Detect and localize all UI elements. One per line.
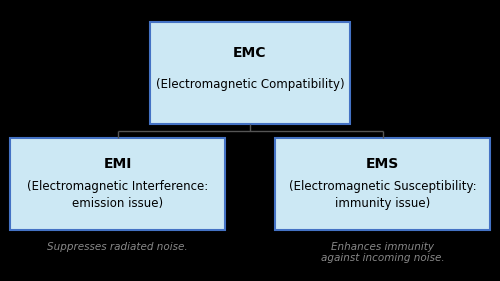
Text: Enhances immunity
against incoming noise.: Enhances immunity against incoming noise…	[320, 242, 444, 263]
Text: EMI: EMI	[104, 157, 132, 171]
Text: EMS: EMS	[366, 157, 399, 171]
Text: (Electromagnetic Compatibility): (Electromagnetic Compatibility)	[156, 78, 344, 91]
FancyBboxPatch shape	[275, 138, 490, 230]
FancyBboxPatch shape	[150, 22, 350, 124]
FancyBboxPatch shape	[10, 138, 225, 230]
Text: (Electromagnetic Interference:
emission issue): (Electromagnetic Interference: emission …	[27, 180, 208, 210]
Text: EMC: EMC	[233, 46, 267, 60]
Text: (Electromagnetic Susceptibility:
immunity issue): (Electromagnetic Susceptibility: immunit…	[288, 180, 476, 210]
Text: Suppresses radiated noise.: Suppresses radiated noise.	[47, 242, 188, 252]
